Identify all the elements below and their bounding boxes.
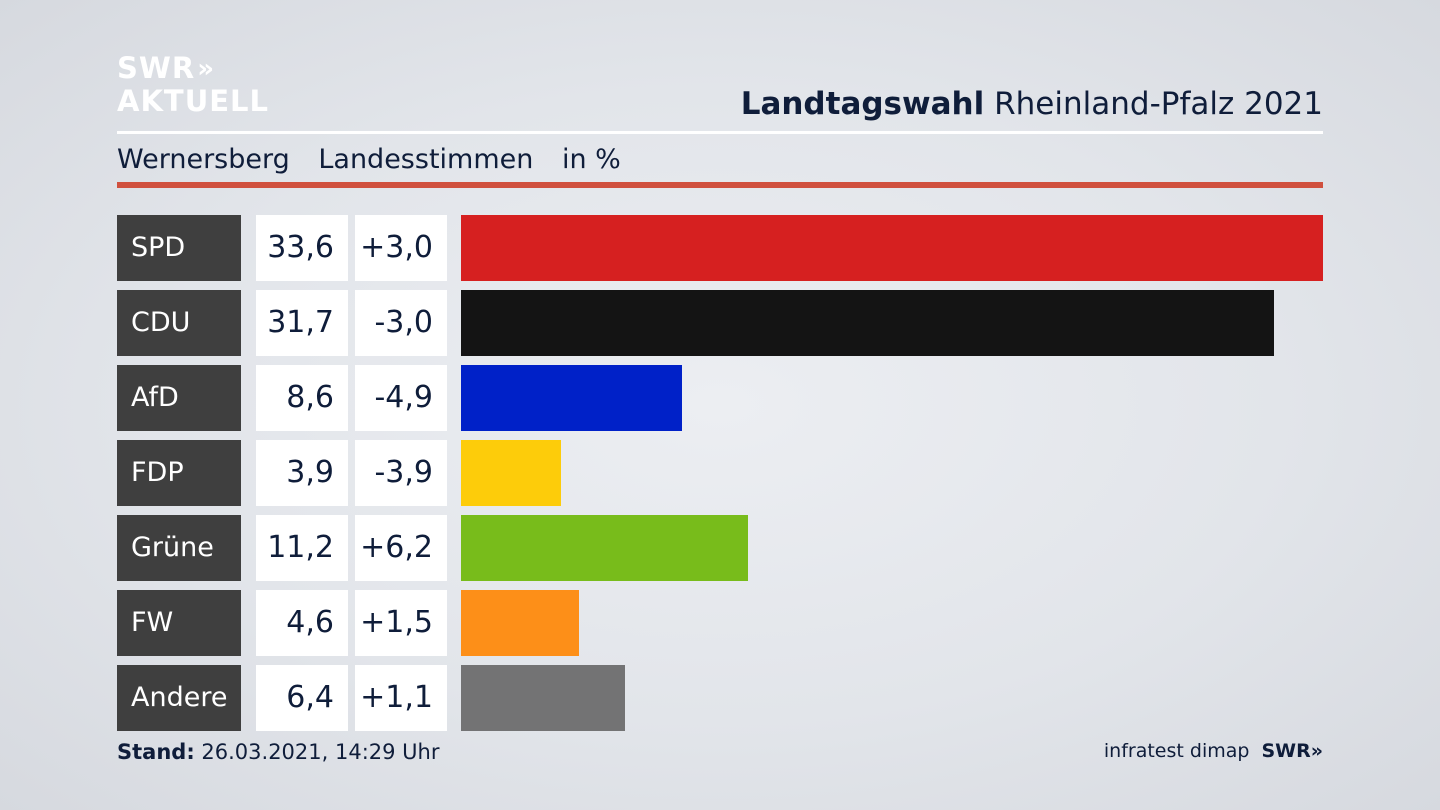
subtitle-unit: in % xyxy=(561,144,621,175)
timestamp-label: Stand: xyxy=(117,740,195,764)
subtitle-divider xyxy=(117,182,1323,188)
logo-chevron-icon: » xyxy=(197,53,214,84)
bar xyxy=(461,665,625,731)
bar xyxy=(461,440,561,506)
party-label: SPD xyxy=(117,215,241,281)
bar xyxy=(461,365,682,431)
change-label: -4,9 xyxy=(355,365,447,431)
title-rest: Rheinland-Pfalz 2021 xyxy=(984,86,1323,122)
party-label: Andere xyxy=(117,665,241,731)
bar xyxy=(461,515,748,581)
subtitle-place: Wernersberg xyxy=(117,144,290,175)
chart-subtitle: Wernersberg Landesstimmen in % xyxy=(117,144,641,175)
bar xyxy=(461,215,1323,281)
change-label: -3,9 xyxy=(355,440,447,506)
header-divider xyxy=(117,131,1323,134)
title-bold: Landtagswahl xyxy=(740,86,985,122)
party-label: CDU xyxy=(117,290,241,356)
chart-title: Landtagswahl Rheinland-Pfalz 2021 xyxy=(741,86,1323,122)
change-label: +6,2 xyxy=(355,515,447,581)
party-label: Grüne xyxy=(117,515,241,581)
value-label: 8,6 xyxy=(256,365,348,431)
change-label: +1,1 xyxy=(355,665,447,731)
logo-swr-text: SWR xyxy=(117,51,196,85)
pollster-name: infratest dimap xyxy=(1103,740,1250,762)
party-label: FDP xyxy=(117,440,241,506)
value-label: 6,4 xyxy=(256,665,348,731)
network-chevron-icon: » xyxy=(1310,740,1323,762)
bar xyxy=(461,590,579,656)
swr-aktuell-logo: SWR» AKTUELL xyxy=(117,54,269,116)
timestamp: Stand: 26.03.2021, 14:29 Uhr xyxy=(117,740,440,764)
value-label: 31,7 xyxy=(256,290,348,356)
value-label: 11,2 xyxy=(256,515,348,581)
network-name: SWR xyxy=(1261,740,1311,762)
network-logo: SWR» xyxy=(1261,740,1323,762)
party-label: AfD xyxy=(117,365,241,431)
subtitle-vote-type: Landesstimmen xyxy=(318,144,534,175)
value-label: 3,9 xyxy=(256,440,348,506)
bar xyxy=(461,290,1274,356)
party-label: FW xyxy=(117,590,241,656)
source-credit: infratest dimap SWR» xyxy=(1104,740,1323,762)
value-label: 4,6 xyxy=(256,590,348,656)
timestamp-value: 26.03.2021, 14:29 Uhr xyxy=(194,740,440,764)
change-label: +3,0 xyxy=(355,215,447,281)
change-label: +1,5 xyxy=(355,590,447,656)
value-label: 33,6 xyxy=(256,215,348,281)
change-label: -3,0 xyxy=(355,290,447,356)
logo-aktuell-text: AKTUELL xyxy=(117,84,270,118)
